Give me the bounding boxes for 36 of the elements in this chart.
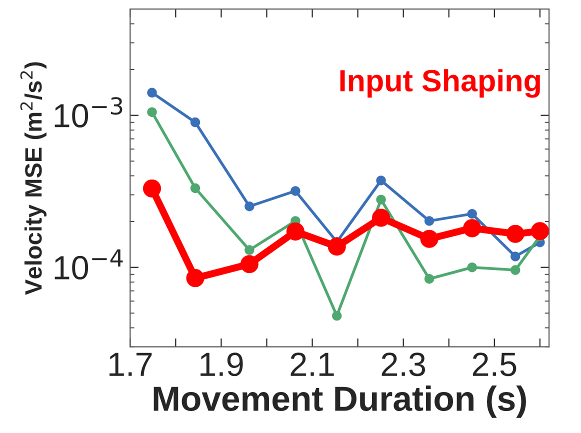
point: [510, 252, 520, 262]
point: [420, 230, 438, 248]
point: [286, 222, 304, 241]
point: [376, 194, 386, 204]
text: Input Shaping: [340, 69, 540, 98]
point: [506, 224, 524, 243]
point: [244, 201, 254, 212]
point: [190, 117, 200, 128]
point: [147, 88, 157, 98]
point: [328, 238, 346, 256]
point: [147, 107, 157, 117]
y-tick-label: 10$^{−4}$: [54, 249, 123, 280]
x-axis-title: Movement Duration (s): [154, 386, 526, 418]
point: [463, 219, 482, 238]
x-tick-label: 1.7: [110, 352, 152, 376]
point: [190, 183, 200, 193]
point: [244, 245, 254, 255]
point: [142, 180, 162, 198]
point: [510, 265, 520, 275]
point: [290, 186, 300, 196]
y-axis-title: Velocity MSE (m$^{2}$/s$^{2}$): [20, 62, 46, 295]
x-tick-label: 2.3: [382, 352, 426, 376]
point: [186, 269, 204, 288]
x-tick-label: 1.9: [200, 352, 243, 376]
point: [240, 255, 258, 274]
point: [376, 176, 386, 186]
point: [424, 274, 434, 284]
x-tick-label: 2.1: [290, 352, 334, 376]
point: [467, 208, 477, 219]
y-tick-label: 10$^{−3}$: [54, 97, 122, 128]
point: [530, 222, 549, 240]
point: [467, 262, 477, 272]
point: [424, 216, 434, 226]
x-tick-label: 2.5: [472, 352, 516, 376]
point: [332, 310, 342, 321]
point: [372, 208, 390, 227]
